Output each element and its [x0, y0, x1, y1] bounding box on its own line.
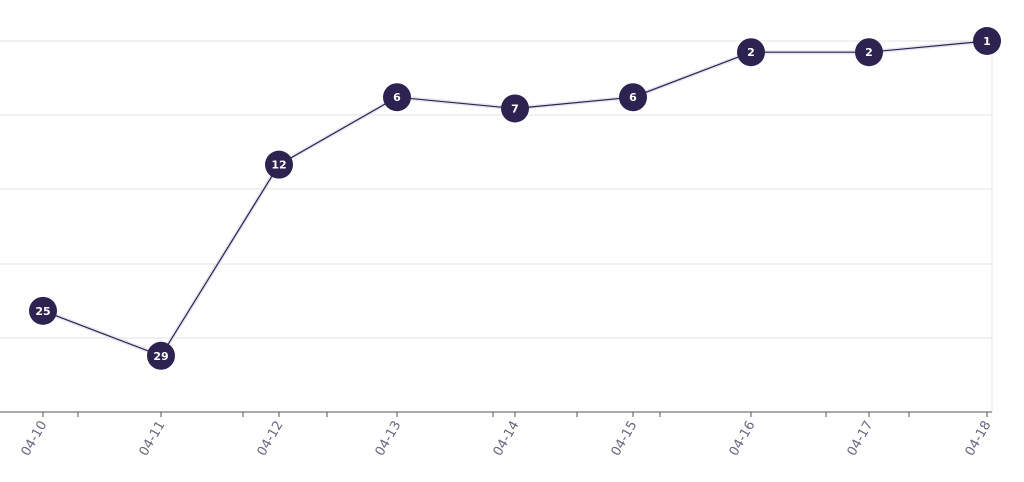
grid-lines	[0, 40, 993, 412]
x-tick-label: 04-14	[491, 419, 523, 459]
data-label: 7	[511, 102, 519, 115]
data-point-04-13: 6	[383, 83, 411, 112]
data-point-marker	[501, 94, 529, 123]
x-tick-label: 04-13	[373, 419, 405, 459]
data-point-marker	[265, 150, 293, 179]
x-tick-label: 04-18	[963, 419, 995, 459]
x-tick-label: 04-17	[845, 419, 877, 459]
data-label: 6	[629, 91, 637, 104]
data-point-marker	[147, 341, 175, 370]
data-point-marker	[737, 38, 765, 67]
data-point-04-18: 1	[973, 27, 1001, 55]
series-line	[42, 40, 988, 357]
data-label: 2	[747, 46, 755, 59]
data-point-04-10: 25	[29, 296, 57, 325]
data-points: 25 29 12 6 7 6 2 2 1	[29, 27, 1001, 370]
x-tick-label: 04-12	[255, 419, 287, 459]
data-label: 12	[271, 159, 286, 172]
data-point-04-16: 2	[737, 38, 765, 67]
data-label: 6	[393, 91, 401, 104]
x-tick-label: 04-11	[137, 419, 169, 459]
data-point-marker	[855, 38, 883, 67]
data-point-04-17: 2	[855, 38, 883, 67]
data-point-04-15: 6	[619, 83, 647, 112]
data-point-marker	[619, 83, 647, 112]
series-line-layer	[42, 39, 988, 359]
series-line-shadow	[42, 39, 988, 359]
data-point-04-12: 12	[265, 150, 293, 179]
x-tick-labels: 04-10 04-11 04-12 04-13 04-14 04-15 04-16 04-17…	[19, 419, 995, 459]
data-point-marker	[973, 27, 1001, 55]
x-tick-label: 04-15	[609, 419, 641, 459]
data-point-marker	[29, 296, 57, 325]
x-tick-label: 04-16	[727, 419, 759, 459]
x-axis	[0, 411, 992, 417]
data-label: 1	[983, 35, 991, 48]
data-point-04-14: 7	[501, 94, 529, 123]
data-point-marker	[383, 83, 411, 112]
data-label: 2	[865, 46, 873, 59]
x-tick-label: 04-10	[19, 419, 51, 459]
data-label: 29	[153, 350, 168, 363]
data-label: 25	[35, 305, 50, 318]
data-point-04-11: 29	[147, 341, 175, 370]
